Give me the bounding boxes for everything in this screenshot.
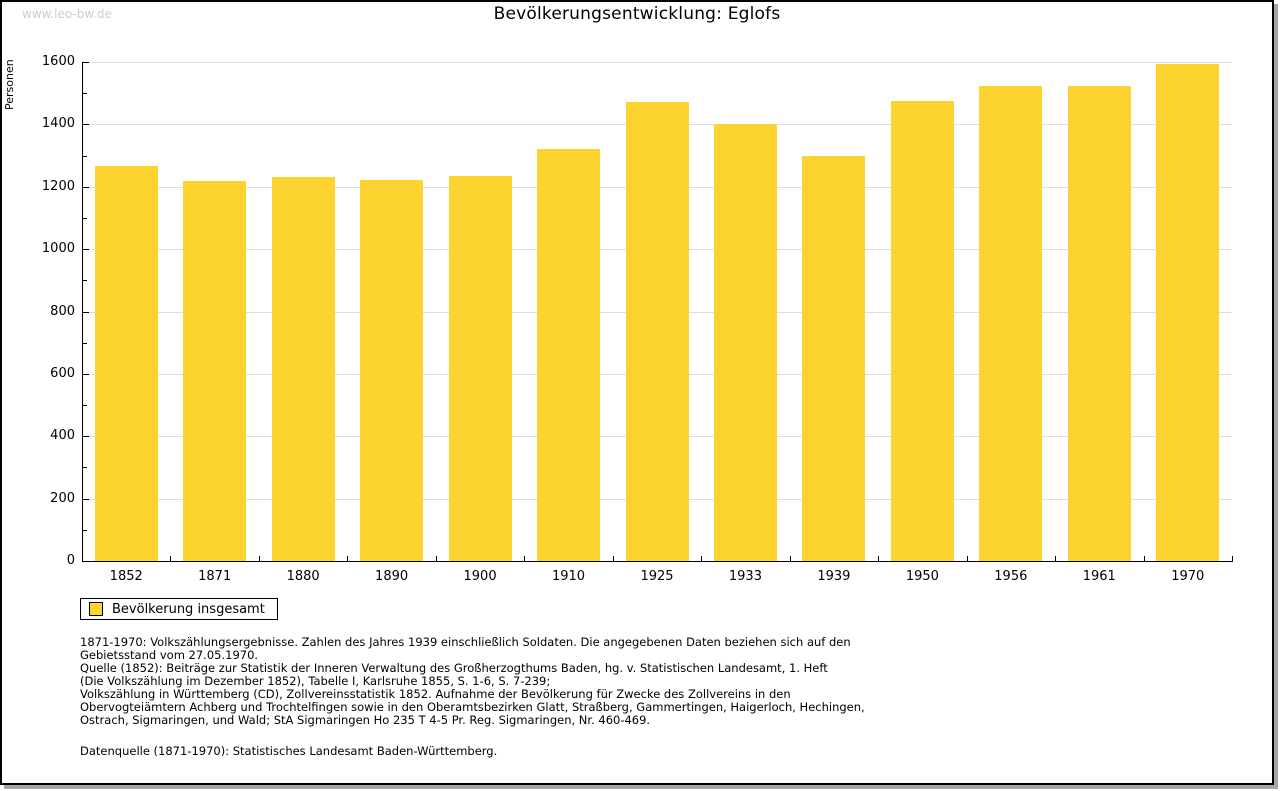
footnote-line: 1871-1970: Volkszählungsergebnisse. Zahl… [80, 635, 851, 649]
watermark-url: www.leo-bw.de [22, 7, 112, 21]
chart-title: Bevölkerungsentwicklung: Eglofs [493, 4, 781, 24]
legend-box: Bevölkerung insgesamt [80, 598, 278, 620]
x-tick-label: 1900 [463, 569, 497, 584]
y-axis-line [82, 62, 83, 562]
x-tick-label: 1933 [728, 569, 762, 584]
x-tick-label: 1950 [905, 569, 939, 584]
y-major-tick [83, 62, 89, 63]
bar-1925 [625, 102, 689, 561]
y-major-tick [83, 311, 89, 313]
y-tick-label: 0 [66, 553, 75, 568]
bar-chart-plot-area: 0 200 400 600 800 1000 1200 1400 1600 1852 1871 188… [2, 2, 1272, 783]
y-major-tick [83, 124, 89, 126]
y-minor-tick [83, 405, 87, 407]
x-tick-label: 1925 [640, 569, 674, 584]
x-axis-line [82, 561, 1233, 562]
x-tick-label: 1956 [994, 569, 1028, 584]
x-tick-label: 1871 [198, 569, 232, 584]
bar-1961 [1067, 86, 1131, 561]
x-tick-label: 1970 [1171, 569, 1205, 584]
bar-1900 [448, 175, 512, 561]
bar-1910 [537, 149, 601, 561]
bar-1880 [271, 176, 335, 561]
x-tick [347, 556, 349, 561]
x-tick [789, 556, 791, 561]
y-tick-label: 1400 [41, 116, 75, 132]
footnote-line: Obervogteiämtern Achberg und Trochtelfin… [80, 700, 865, 714]
x-tick-label: 1852 [109, 569, 143, 584]
y-tick-label: 600 [50, 365, 75, 381]
footnote-line: Volkszählung in Württemberg (CD), Zollve… [80, 687, 791, 701]
y-minor-tick [83, 217, 87, 219]
y-tick-label: 200 [50, 490, 75, 506]
y-tick-label: 1600 [41, 54, 75, 69]
footnotes-block: 1871-1970: Volkszählungsergebnisse. Zahl… [80, 636, 865, 727]
bar-1950 [890, 100, 954, 561]
gridline [83, 62, 1232, 63]
y-tick-label: 800 [50, 303, 75, 319]
x-tick-label: 1939 [817, 569, 851, 584]
y-tick-label: 1200 [41, 178, 75, 194]
x-tick [524, 556, 526, 561]
x-tick [878, 556, 880, 561]
y-major-tick [83, 186, 89, 188]
x-tick [612, 556, 614, 561]
x-tick-label: 1910 [551, 569, 586, 584]
x-tick-label: 1961 [1082, 569, 1116, 584]
footnote-line: Quelle (1852): Beiträge zur Statistik de… [80, 661, 828, 675]
y-tick-label: 400 [50, 428, 75, 444]
y-tick-label: 1000 [41, 241, 75, 257]
bar-1933 [713, 124, 777, 561]
y-major-tick [83, 249, 89, 251]
bar-1956 [979, 86, 1043, 561]
bar-1970 [1156, 63, 1220, 561]
y-minor-tick [83, 529, 87, 531]
x-tick [258, 556, 260, 561]
footnote-line: (Die Volkszählung im Dezember 1852), Tab… [80, 674, 551, 688]
y-minor-tick [83, 467, 87, 469]
x-tick [1232, 556, 1233, 561]
y-major-tick [83, 373, 89, 375]
x-tick [966, 556, 968, 561]
y-major-tick [83, 498, 89, 500]
y-major-tick [83, 436, 89, 438]
x-tick [1143, 556, 1145, 561]
x-tick [1055, 556, 1057, 561]
y-minor-tick [83, 93, 87, 95]
legend-series-label: Bevölkerung insgesamt [112, 601, 265, 617]
x-tick-label: 1880 [286, 569, 320, 584]
footnote-line: Ostrach, Sigmaringen, und Wald; StA Sigm… [80, 713, 651, 727]
x-tick-label: 1890 [375, 569, 409, 584]
x-tick [435, 556, 437, 561]
legend-color-swatch-icon [89, 602, 103, 616]
footnote-line: Gebietsstand vom 27.05.1970. [80, 648, 259, 662]
bar-1871 [183, 180, 247, 561]
bar-1890 [360, 179, 424, 561]
bar-1852 [94, 166, 158, 561]
y-minor-tick [83, 155, 87, 157]
bar-1939 [802, 155, 866, 561]
x-tick [170, 556, 172, 561]
datasource-line: Datenquelle (1871-1970): Statistisches L… [80, 744, 498, 758]
x-tick [701, 556, 703, 561]
y-minor-tick [83, 342, 87, 344]
y-minor-tick [83, 280, 87, 282]
